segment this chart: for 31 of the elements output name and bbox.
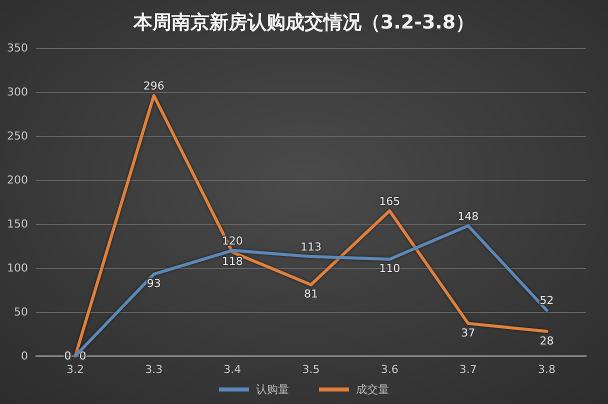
y-tick-label: 100	[7, 262, 28, 274]
y-tick-label: 300	[7, 86, 28, 98]
data-label: 52	[540, 294, 554, 308]
x-tick-label: 3.2	[66, 363, 84, 376]
y-tick-label: 0	[21, 350, 28, 362]
y-tick-label: 350	[7, 42, 28, 54]
data-label: 148	[458, 210, 479, 223]
x-tick-label: 3.6	[380, 363, 398, 376]
legend-label: 认购量	[256, 383, 289, 396]
legend-label: 成交量	[356, 383, 389, 396]
x-tick-label: 3.8	[538, 363, 556, 376]
chart-title: 本周南京新房认购成交情况（3.2-3.8）	[132, 12, 475, 34]
data-label: 296	[143, 80, 164, 93]
data-label: 113	[300, 240, 322, 254]
x-tick-label: 3.4	[224, 363, 242, 376]
data-label: 37	[461, 326, 476, 340]
data-label: 0	[64, 350, 72, 362]
data-label: 0	[79, 350, 86, 362]
x-tick-label: 3.5	[302, 363, 320, 376]
y-tick-label: 200	[7, 174, 28, 186]
data-label: 110	[379, 262, 400, 276]
x-tick-label: 3.3	[145, 363, 163, 376]
x-tick-label: 3.7	[459, 363, 477, 376]
data-label: 165	[379, 194, 400, 208]
y-tick-label: 150	[7, 218, 28, 230]
data-label: 118	[222, 255, 243, 268]
y-tick-label: 50	[14, 306, 28, 318]
y-tick-label: 250	[7, 130, 28, 142]
data-label: 28	[540, 334, 554, 348]
data-label: 93	[146, 277, 161, 290]
data-label: 81	[304, 288, 318, 301]
